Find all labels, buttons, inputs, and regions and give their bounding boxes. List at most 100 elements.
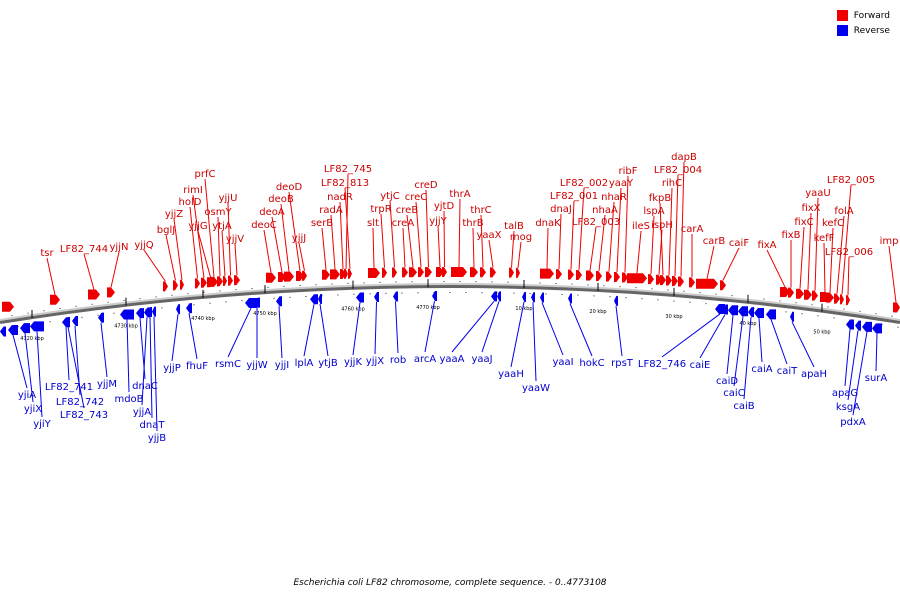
- gene-label-ytjB[interactable]: ytjB: [318, 358, 338, 369]
- gene-label-yaaH[interactable]: yaaH: [498, 369, 524, 380]
- gene-label-LF82_001[interactable]: LF82_001: [550, 191, 598, 202]
- gene-label-kefC[interactable]: kefC: [822, 218, 844, 229]
- gene-arrow-yjjP[interactable]: [176, 304, 180, 315]
- gene-arrow-carA[interactable]: [689, 277, 695, 288]
- gene-arrow-yjjN[interactable]: [107, 287, 115, 298]
- gene-arrow-prfC[interactable]: [210, 276, 218, 287]
- gene-arrow-deoB[interactable]: [284, 271, 294, 282]
- gene-label-LF82_746[interactable]: LF82_746: [638, 359, 686, 370]
- gene-label-yjjZ[interactable]: yjjZ: [165, 209, 183, 220]
- gene-label-deoA[interactable]: deoA: [259, 207, 285, 218]
- gene-label-fixB[interactable]: fixB: [781, 230, 800, 241]
- gene-arrow-kefC[interactable]: [826, 292, 834, 303]
- gene-label-yjjK[interactable]: yjjK: [344, 357, 362, 368]
- gene-label-caiE[interactable]: caiE: [690, 360, 711, 371]
- gene-arrow-fixB[interactable]: [788, 287, 794, 298]
- gene-label-ispH[interactable]: ispH: [651, 220, 673, 231]
- gene-label-yjjB[interactable]: yjjB: [148, 433, 166, 444]
- gene-arrow-surA[interactable]: [872, 323, 882, 334]
- gene-arrow-yjiA[interactable]: [8, 324, 18, 335]
- gene-arrow-mog[interactable]: [516, 267, 520, 278]
- gene-arrow-lplA[interactable]: [310, 294, 318, 305]
- gene-arrow-yjjU[interactable]: [228, 275, 233, 286]
- gene-arrow-caiE[interactable]: [722, 304, 728, 315]
- gene-label-fhuF[interactable]: fhuF: [186, 361, 208, 372]
- gene-arrow-rimI[interactable]: [201, 277, 207, 288]
- gene-arrow-yjjM[interactable]: [98, 312, 104, 323]
- gene-arrow-fhuF[interactable]: [186, 303, 192, 314]
- gene-arrow-caiD[interactable]: [728, 305, 738, 316]
- gene-label-prfC[interactable]: prfC: [195, 169, 216, 180]
- gene-arrow-yaaX[interactable]: [490, 267, 496, 278]
- gene-label-caiA[interactable]: caiA: [751, 364, 772, 375]
- gene-label-yjjM[interactable]: yjjM: [97, 379, 117, 390]
- gene-label-rihC[interactable]: rihC: [662, 178, 682, 189]
- gene-label-tsr[interactable]: tsr: [40, 248, 54, 259]
- gene-arrow-imp[interactable]: [893, 302, 899, 313]
- gene-arrow-yjjV[interactable]: [234, 275, 240, 286]
- gene-arrow-fixA[interactable]: [780, 286, 790, 297]
- gene-arrow-lspA[interactable]: [648, 274, 654, 285]
- gene-label-ribF[interactable]: ribF: [619, 166, 638, 177]
- gene-arrow-yjjJ[interactable]: [302, 270, 307, 281]
- gene-arrow-yaaJ[interactable]: [497, 291, 501, 302]
- gene-arrow-yaaU[interactable]: [812, 290, 818, 301]
- gene-arrow-apaH[interactable]: [790, 311, 794, 322]
- gene-label-fixX[interactable]: fixX: [801, 203, 820, 214]
- gene-arrow-yaaI[interactable]: [540, 292, 544, 303]
- gene-arrow-hokC[interactable]: [568, 293, 572, 304]
- gene-arrow-LF82_813[interactable]: [348, 268, 352, 279]
- gene-arrow-pdxA[interactable]: [862, 321, 872, 332]
- gene-arrow-nadR[interactable]: [340, 269, 346, 280]
- gene-arrow-arcA[interactable]: [432, 291, 437, 302]
- gene-label-talB[interactable]: talB: [504, 221, 524, 232]
- gene-label-deoB[interactable]: deoB: [268, 194, 294, 205]
- gene-label-yaaX[interactable]: yaaX: [476, 230, 501, 241]
- gene-arrow-dnaT[interactable]: [148, 307, 152, 317]
- gene-label-serB[interactable]: serB: [311, 218, 333, 229]
- gene-label-fixA[interactable]: fixA: [757, 240, 776, 251]
- gene-label-fkpB[interactable]: fkpB: [649, 193, 672, 204]
- gene-label-LF82_743[interactable]: LF82_743: [60, 410, 108, 421]
- gene-label-caiB[interactable]: caiB: [733, 401, 754, 412]
- gene-arrow-ytjA[interactable]: [223, 276, 227, 286]
- gene-label-deoD[interactable]: deoD: [276, 182, 303, 193]
- gene-label-yjjJ[interactable]: yjjJ: [292, 233, 306, 244]
- gene-label-pdxA[interactable]: pdxA: [840, 417, 866, 428]
- gene-arrow-LF82_742[interactable]: [72, 316, 78, 326]
- gene-arrow-fkpB[interactable]: [660, 275, 666, 286]
- gene-arrow-LF82_743[interactable]: [66, 316, 70, 327]
- gene-label-yjjA[interactable]: yjjA: [133, 407, 151, 418]
- gene-label-nadR[interactable]: nadR: [327, 192, 353, 203]
- gene-label-LF82_004[interactable]: LF82_004: [654, 165, 702, 176]
- gene-label-LF82_745[interactable]: LF82_745: [324, 164, 372, 175]
- gene-arrow-yjjZ[interactable]: [180, 279, 184, 290]
- gene-label-slt[interactable]: slt: [367, 218, 379, 229]
- gene-label-dapB[interactable]: dapB: [671, 152, 697, 163]
- gene-label-arcA[interactable]: arcA: [414, 354, 437, 365]
- gene-label-ksgA[interactable]: ksgA: [836, 402, 860, 413]
- gene-arrow-rob[interactable]: [393, 291, 398, 302]
- gene-label-thrB[interactable]: thrB: [462, 218, 483, 229]
- gene-arrow-ytjB[interactable]: [318, 294, 322, 305]
- gene-arrow-rsmC[interactable]: [245, 298, 257, 309]
- gene-arrow-caiC[interactable]: [738, 306, 748, 317]
- gene-label-trpR[interactable]: trpR: [370, 204, 391, 215]
- gene-label-dnaJ[interactable]: dnaJ: [550, 204, 572, 215]
- gene-label-caiF[interactable]: caiF: [729, 238, 749, 249]
- gene-arrow-fixC[interactable]: [796, 288, 804, 299]
- gene-label-yjjW[interactable]: yjjW: [246, 360, 267, 371]
- gene-arrow-LF82_005[interactable]: [840, 294, 844, 305]
- gene-label-LF82_813[interactable]: LF82_813: [321, 178, 369, 189]
- gene-arrow-LF82_745[interactable]: [344, 268, 348, 279]
- gene-label-LF82_005[interactable]: LF82_005: [827, 175, 875, 186]
- gene-label-creB[interactable]: creB: [396, 205, 419, 216]
- gene-arrow-nhaA[interactable]: [596, 270, 602, 281]
- gene-arrow-LF82_002[interactable]: [576, 269, 582, 280]
- gene-label-yjjU[interactable]: yjjU: [219, 193, 238, 204]
- gene-label-ytjA[interactable]: ytjA: [212, 221, 232, 232]
- gene-label-surA[interactable]: surA: [865, 373, 888, 384]
- gene-arrow-thrB[interactable]: [470, 267, 478, 278]
- gene-label-yjjX[interactable]: yjjX: [366, 356, 384, 367]
- gene-label-apaH[interactable]: apaH: [801, 369, 827, 380]
